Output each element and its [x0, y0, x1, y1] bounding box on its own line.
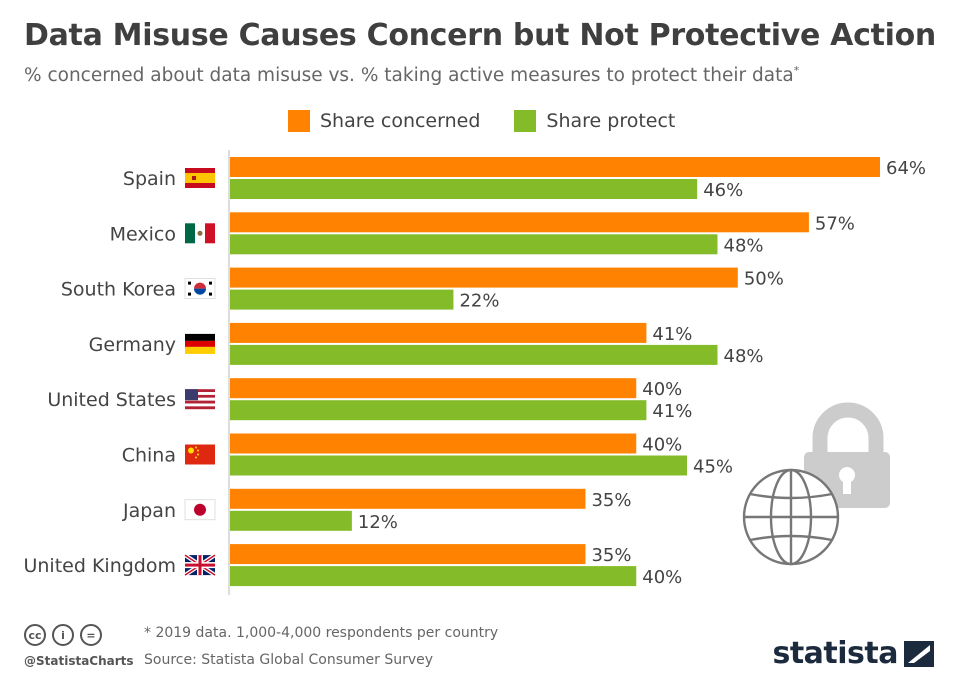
flag-icon-south-korea: [184, 278, 216, 299]
flag-icon-united-states: [185, 389, 215, 410]
chart-subtitle: % concerned about data misuse vs. % taki…: [24, 64, 799, 86]
footnote: * 2019 data. 1,000-4,000 respondents per…: [144, 625, 499, 641]
flag-icon-spain: [185, 168, 215, 188]
creative-commons-icons: cc i =: [24, 624, 102, 646]
value-label-china-protect: 45%: [693, 457, 733, 478]
value-label-united-kingdom-protect: 40%: [642, 567, 682, 588]
category-label-germany: Germany: [89, 334, 176, 356]
legend-item-protect: Share protect: [514, 110, 675, 132]
flag-icon-japan: [184, 499, 216, 521]
bar-china-protect: [230, 455, 688, 476]
bar-united-states-protect: [230, 400, 647, 421]
value-label-mexico-concerned: 57%: [815, 213, 855, 234]
legend: Share concerned Share protect: [288, 110, 675, 132]
bar-south-korea-protect: [230, 289, 454, 310]
bar-united-states-concerned: [230, 378, 637, 399]
bar-china-concerned: [230, 433, 637, 454]
legend-label-protect: Share protect: [546, 110, 676, 132]
bar-mexico-concerned: [230, 212, 809, 233]
cc-icon: cc: [24, 624, 46, 646]
chart-title: Data Misuse Causes Concern but Not Prote…: [24, 18, 936, 53]
bar-spain-protect: [230, 179, 698, 199]
legend-swatch-protect: [514, 110, 537, 132]
category-group-united-kingdom: United Kingdom 35% 40%: [23, 544, 682, 588]
flag-icon-united-kingdom: [183, 553, 217, 577]
bars-group: Spain 64% 46% Mexico 57% 48% South Korea 50% 22%…: [23, 150, 926, 595]
category-label-south-korea: South Korea: [61, 279, 176, 301]
value-label-germany-protect: 48%: [724, 346, 764, 367]
statista-logo: statista: [772, 636, 934, 671]
attribution-icon: i: [52, 624, 74, 646]
value-label-spain-concerned: 64%: [886, 158, 926, 179]
social-handle: @StatistaCharts: [24, 654, 134, 668]
bar-united-kingdom-concerned: [230, 544, 586, 565]
category-group-china: China 40% 45%: [122, 433, 733, 478]
no-derivatives-icon: =: [80, 624, 102, 646]
value-label-japan-protect: 12%: [358, 512, 398, 533]
value-label-united-states-concerned: 40%: [642, 379, 682, 400]
bar-united-kingdom-protect: [230, 566, 637, 587]
subtitle-footnote-mark: *: [793, 64, 800, 77]
legend-swatch-concerned: [288, 110, 310, 132]
legend-label-concerned: Share concerned: [320, 110, 481, 132]
bar-germany-protect: [230, 344, 718, 365]
subtitle-text: % concerned about data misuse vs. % taki…: [24, 65, 794, 87]
bar-japan-concerned: [230, 488, 586, 509]
flag-icon-germany: [185, 333, 215, 354]
logo-mark-icon: [904, 640, 934, 667]
value-label-germany-concerned: 41%: [652, 324, 692, 345]
globe-icon: [742, 468, 840, 566]
bar-south-korea-concerned: [230, 267, 738, 288]
category-group-germany: Germany 41% 48%: [89, 322, 764, 367]
category-label-mexico: Mexico: [110, 223, 176, 245]
value-label-china-concerned: 40%: [642, 435, 682, 456]
flag-icon-mexico: [185, 223, 215, 244]
category-label-united-kingdom: United Kingdom: [23, 555, 176, 577]
bar-japan-protect: [230, 510, 352, 531]
category-group-mexico: Mexico 57% 48%: [110, 212, 855, 256]
value-label-japan-concerned: 35%: [591, 490, 631, 511]
bar-germany-concerned: [230, 322, 647, 343]
bar-spain-concerned: [230, 157, 880, 177]
category-label-spain: Spain: [123, 168, 176, 190]
category-group-spain: Spain 64% 46%: [123, 157, 926, 201]
category-group-japan: Japan 35% 12%: [122, 488, 631, 533]
bar-mexico-protect: [230, 234, 718, 255]
category-group-south-korea: South Korea 50% 22%: [61, 267, 784, 312]
category-label-united-states: United States: [47, 389, 176, 411]
value-label-spain-protect: 46%: [703, 180, 743, 201]
category-label-japan: Japan: [122, 500, 176, 522]
value-label-mexico-protect: 48%: [724, 235, 764, 256]
value-label-south-korea-concerned: 50%: [744, 269, 784, 290]
flag-icon-china: [185, 444, 215, 465]
value-label-south-korea-protect: 22%: [459, 291, 499, 312]
category-label-china: China: [122, 445, 176, 467]
source-note: Source: Statista Global Consumer Survey: [144, 652, 434, 668]
value-label-united-kingdom-concerned: 35%: [591, 545, 631, 566]
legend-item-concerned: Share concerned: [288, 110, 480, 132]
logo-text: statista: [772, 636, 898, 671]
category-group-united-states: United States 40%41%: [47, 378, 692, 422]
value-label-united-states-protect: 41%: [652, 401, 692, 422]
